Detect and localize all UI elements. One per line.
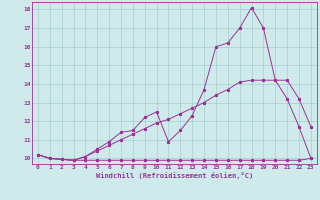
X-axis label: Windchill (Refroidissement éolien,°C): Windchill (Refroidissement éolien,°C) [96, 172, 253, 179]
